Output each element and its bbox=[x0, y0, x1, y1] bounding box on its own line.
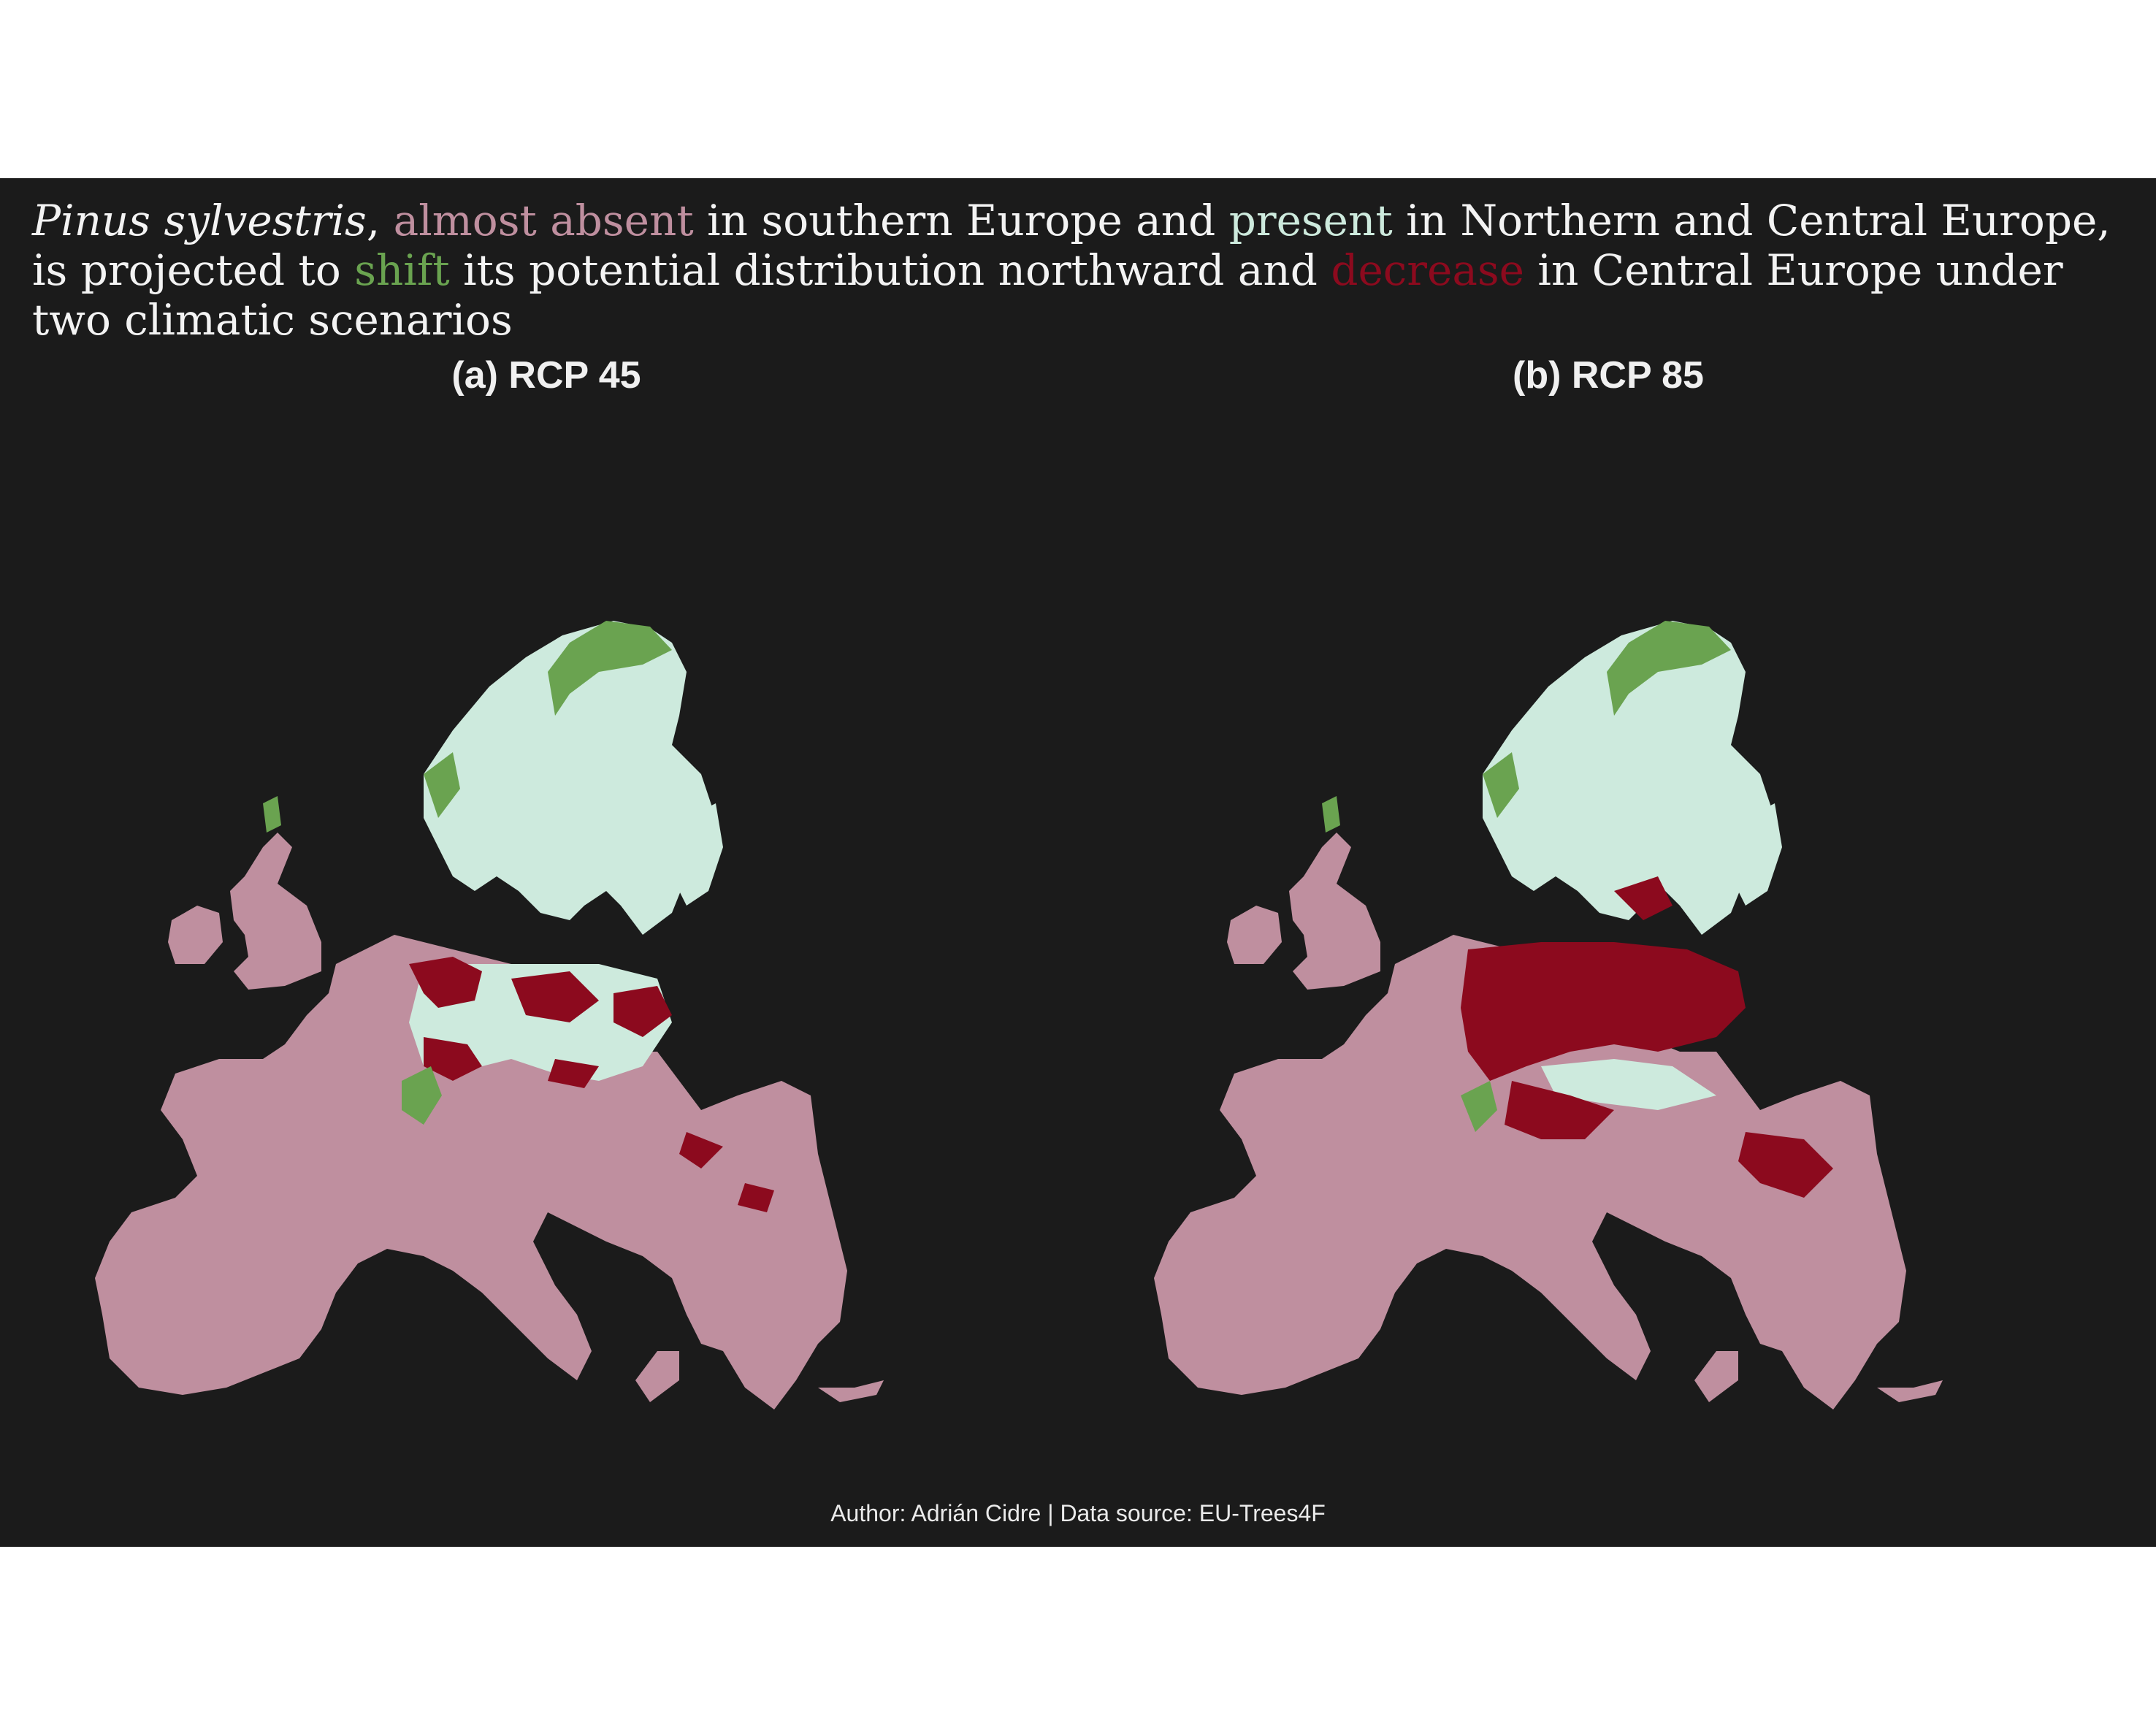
title-text-4: its potential distribution northward and bbox=[449, 245, 1331, 295]
title-shift: shift bbox=[354, 245, 450, 295]
title-text-3: in Northern and Central Europe, is proje… bbox=[32, 196, 2111, 295]
panel-b-title: (b) RCP 85 bbox=[1513, 354, 1704, 397]
absent-area bbox=[1154, 833, 1943, 1410]
title-text-5: in Central Europe under two climatic sce… bbox=[32, 245, 2063, 345]
shift-area bbox=[263, 621, 672, 1125]
map-rcp45 bbox=[95, 621, 884, 1410]
shift-area bbox=[1322, 621, 1731, 1132]
title-text-2: in southern Europe and bbox=[693, 196, 1229, 245]
present-area bbox=[1483, 621, 1782, 1110]
title-decrease: decrease bbox=[1331, 245, 1524, 295]
decrease-area bbox=[1461, 876, 1833, 1198]
figure-caption: Author: Adrián Cidre | Data source: EU-T… bbox=[830, 1500, 1326, 1526]
title-text-1: , bbox=[366, 196, 394, 245]
title-absent: almost absent bbox=[393, 196, 694, 245]
figure-title: Pinus sylvestris, almost absent in south… bbox=[32, 196, 2121, 345]
absent-area bbox=[95, 833, 884, 1410]
map-rcp85 bbox=[1154, 621, 1943, 1410]
decrease-area bbox=[409, 957, 774, 1212]
title-species: Pinus sylvestris bbox=[32, 196, 367, 245]
panel-a-title: (a) RCP 45 bbox=[451, 354, 641, 397]
title-present: present bbox=[1228, 196, 1393, 245]
